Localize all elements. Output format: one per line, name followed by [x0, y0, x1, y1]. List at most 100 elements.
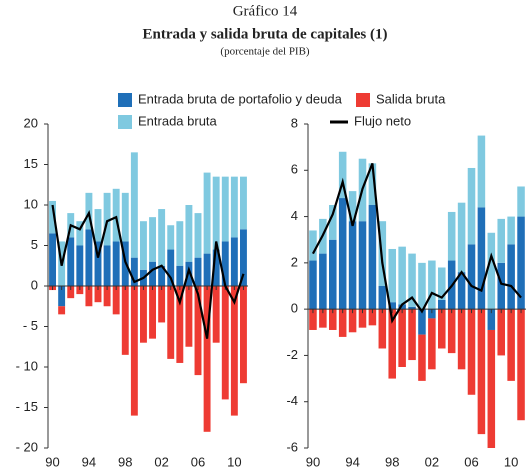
y-tick-label: 20 — [24, 115, 38, 130]
bar — [497, 262, 505, 310]
y-tick-label: 6 — [291, 162, 298, 177]
bar — [378, 286, 387, 310]
x-tick-label: 02 — [425, 454, 439, 469]
bar — [94, 209, 102, 242]
bar — [348, 221, 357, 310]
bar — [203, 253, 211, 286]
y-tick-label: - 15 — [16, 399, 38, 414]
bar — [368, 163, 377, 205]
bar — [438, 309, 446, 349]
bar — [76, 221, 84, 246]
bar — [221, 286, 229, 400]
bar — [103, 245, 111, 286]
y-tick-label: 0 — [31, 277, 38, 292]
bar — [76, 245, 84, 286]
bar — [94, 241, 102, 286]
x-tick-label: 98 — [118, 454, 132, 469]
bar — [388, 302, 396, 310]
bar — [487, 232, 496, 310]
bar — [309, 230, 317, 261]
bar — [398, 304, 406, 310]
legend-swatch — [118, 115, 132, 129]
bar — [368, 205, 377, 310]
y-tick-label: - 10 — [16, 358, 38, 373]
bar — [194, 213, 202, 258]
bar — [49, 233, 56, 286]
bar — [368, 309, 377, 326]
y-tick-label: -4 — [286, 393, 298, 408]
bar — [338, 198, 347, 310]
bar — [348, 191, 357, 222]
bar — [507, 216, 515, 245]
bar — [212, 286, 220, 343]
bar — [221, 176, 229, 242]
bar — [112, 241, 120, 286]
bar — [477, 207, 486, 310]
bar — [149, 286, 156, 339]
bar — [194, 286, 202, 376]
bar — [149, 261, 156, 286]
bar — [49, 200, 56, 234]
bar — [467, 309, 476, 395]
bar — [140, 286, 147, 343]
bar — [203, 286, 211, 432]
bar — [67, 237, 75, 286]
bar — [517, 186, 525, 217]
legend-label: Entrada bruta — [138, 113, 218, 128]
bar — [58, 286, 66, 307]
y-tick-label: 10 — [24, 196, 38, 211]
x-tick-label: 02 — [154, 454, 168, 469]
bar — [194, 257, 202, 286]
bar — [398, 309, 406, 367]
bar — [185, 286, 193, 347]
bar — [85, 286, 93, 307]
bar — [329, 309, 337, 330]
y-tick-label: 4 — [291, 208, 298, 223]
bar — [398, 246, 406, 305]
legend-label: Flujo neto — [354, 113, 411, 128]
y-tick-label: 15 — [24, 156, 38, 171]
bar — [477, 309, 486, 435]
bar — [418, 309, 426, 335]
bar — [130, 286, 138, 416]
y-tick-label: 5 — [31, 237, 38, 252]
bar — [487, 329, 496, 448]
bar — [121, 286, 129, 355]
bar — [167, 249, 175, 286]
bar — [309, 260, 317, 310]
bar — [418, 262, 426, 310]
bar — [329, 239, 337, 310]
x-tick-label: 10 — [227, 454, 241, 469]
y-tick-label: 2 — [291, 254, 298, 269]
bar — [428, 309, 436, 319]
line — [311, 162, 522, 324]
bar — [517, 309, 525, 421]
bar — [130, 152, 138, 258]
bar — [158, 265, 166, 286]
bar — [457, 309, 466, 370]
y-tick-label: - 5 — [23, 318, 38, 333]
bar — [428, 318, 436, 370]
bar — [212, 249, 220, 286]
bar — [348, 309, 357, 333]
bar — [185, 205, 193, 262]
chart-note: (porcentaje del PIB) — [220, 46, 310, 58]
bar — [447, 309, 456, 354]
bar — [240, 229, 247, 286]
chart-subtitle: Entrada y salida bruta de capitales (1) — [142, 26, 387, 42]
bar — [203, 172, 211, 254]
bar — [438, 267, 446, 300]
bar — [467, 167, 476, 245]
bar — [329, 205, 337, 240]
bar — [319, 253, 327, 310]
bar — [167, 286, 175, 359]
bar — [230, 176, 238, 238]
legend-swatch — [118, 93, 132, 107]
bar — [112, 286, 120, 315]
bar — [319, 309, 327, 328]
y-tick-label: 0 — [291, 301, 298, 316]
legend-label: Entrada bruta de portafolio y deuda — [138, 91, 343, 106]
bar — [457, 202, 466, 273]
bar — [94, 286, 102, 303]
